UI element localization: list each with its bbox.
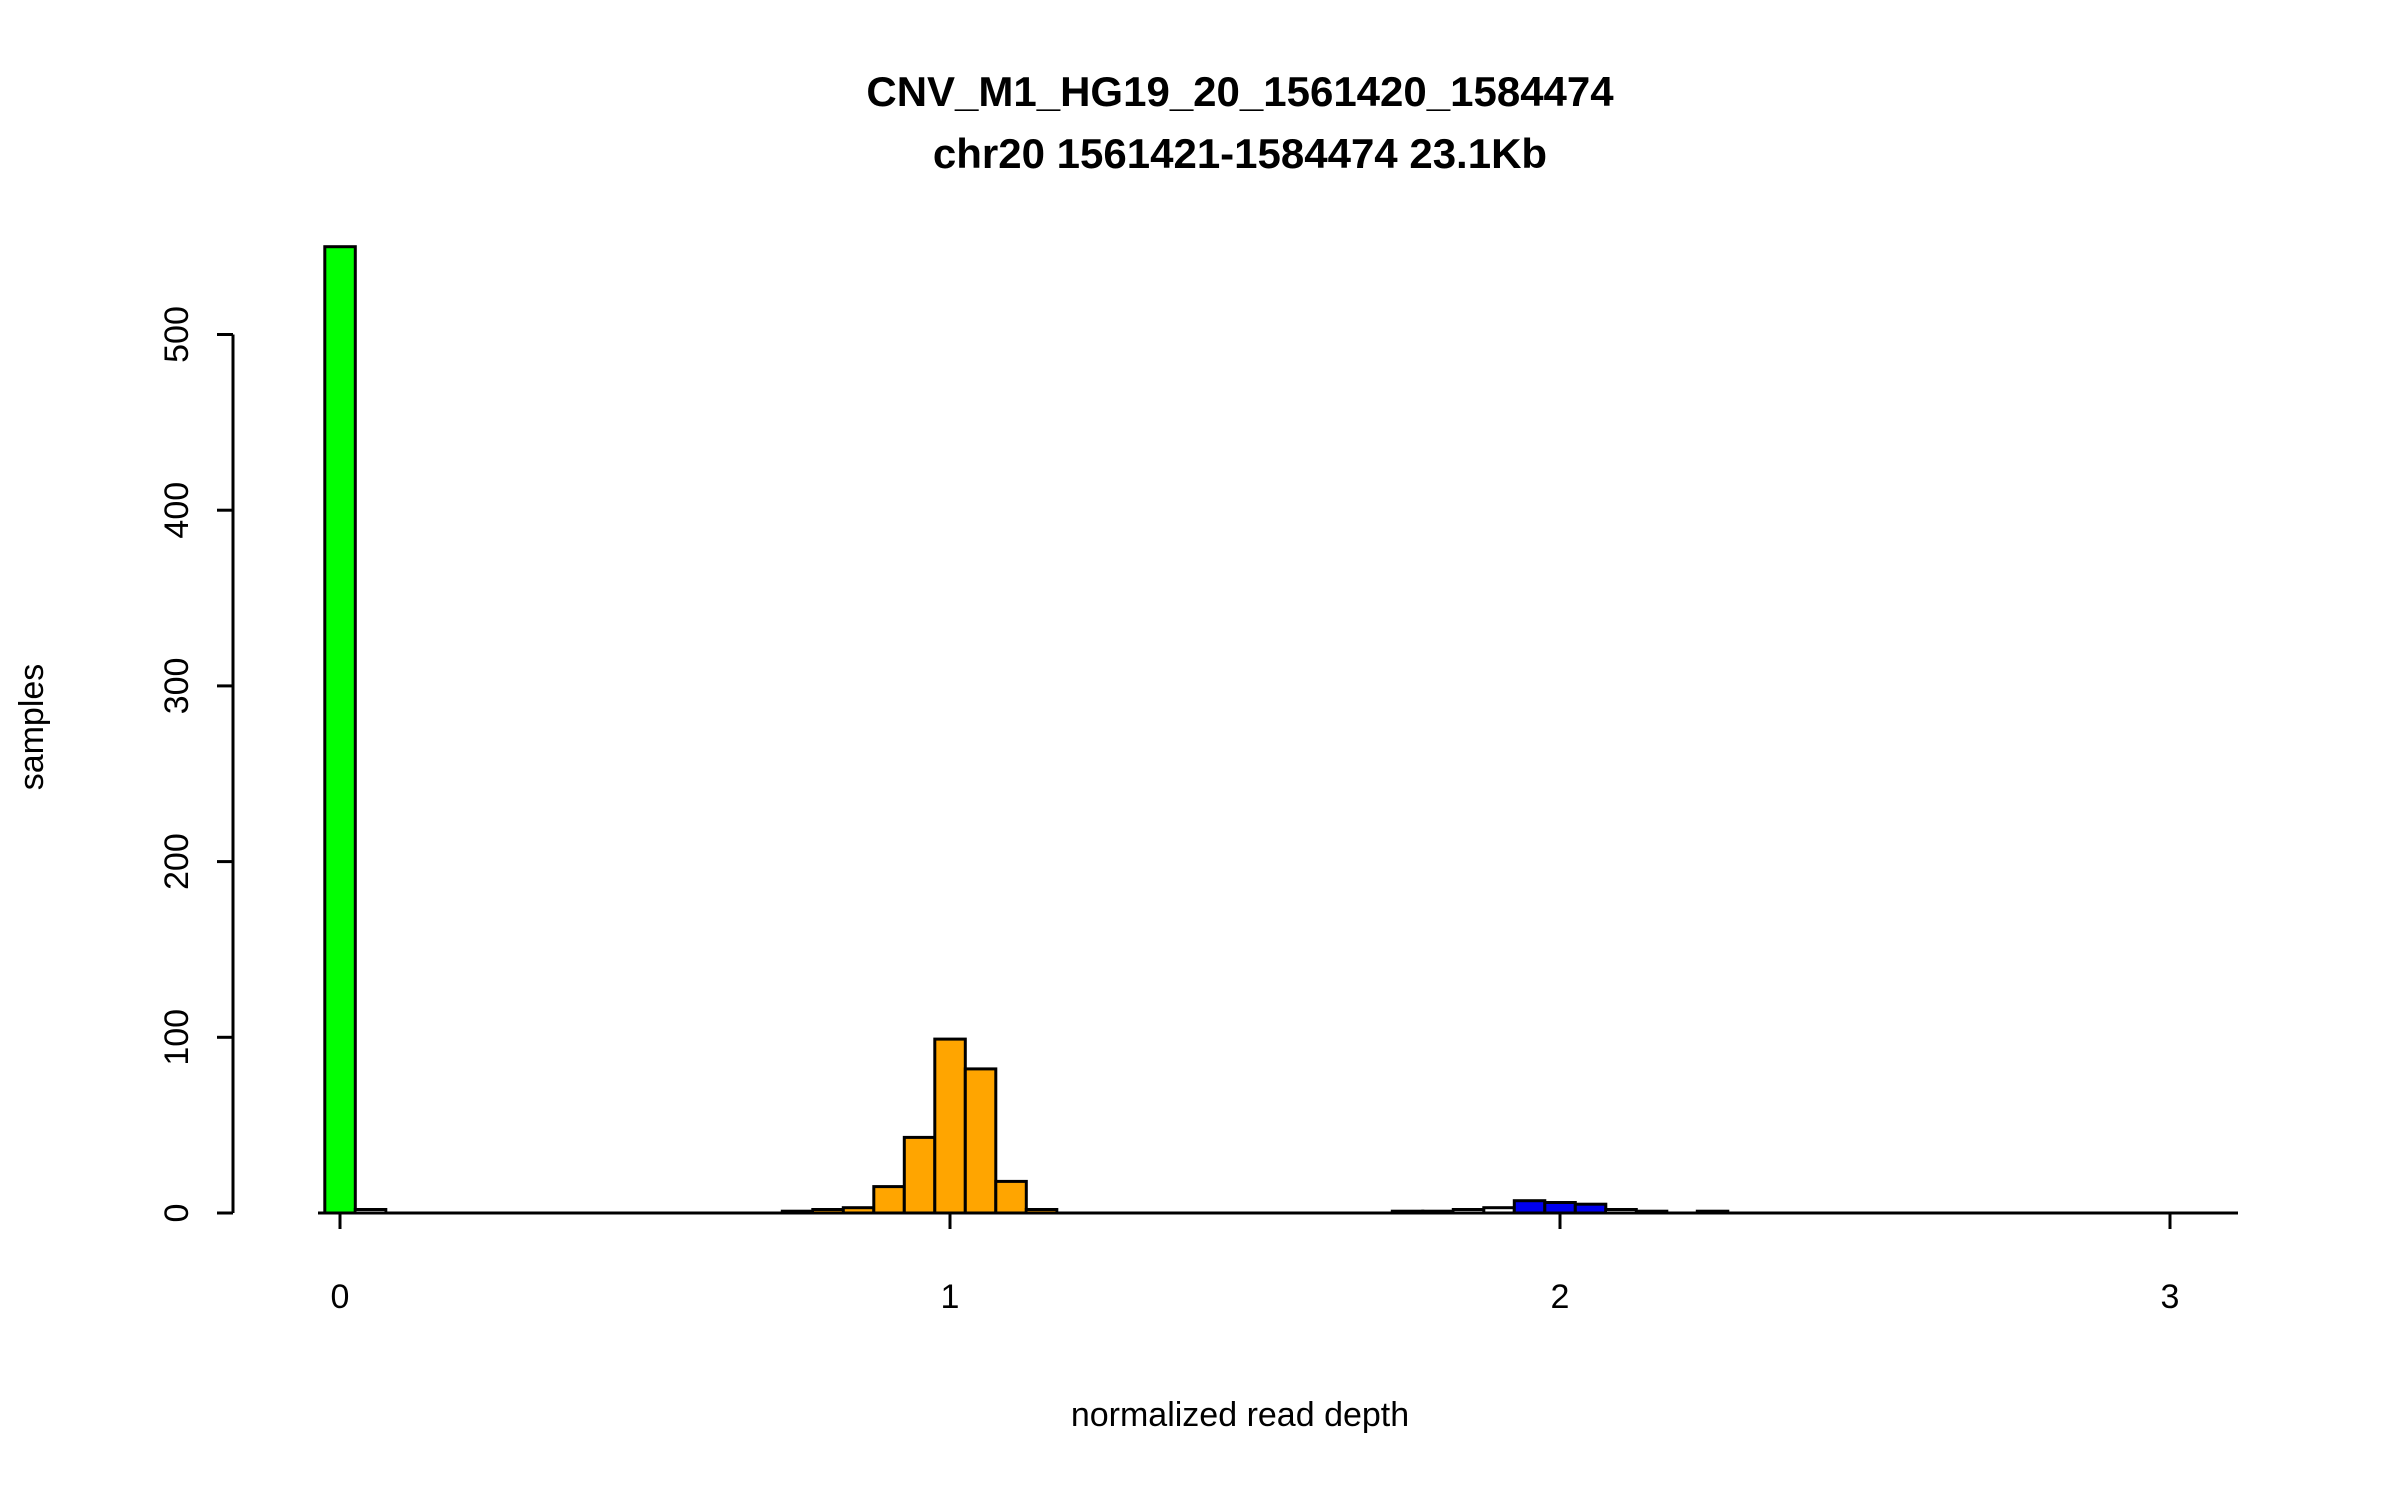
histogram-bar bbox=[933, 1037, 967, 1215]
histogram-bar bbox=[963, 1067, 998, 1215]
histogram-bar bbox=[994, 1179, 1028, 1215]
histogram-bars bbox=[323, 245, 1730, 1215]
chart-title: CNV_M1_HG19_20_1561420_1584474 bbox=[866, 68, 1614, 115]
axes bbox=[231, 334, 2238, 1215]
x-axis-ticks: 0 1 2 3 bbox=[331, 1213, 2180, 1316]
y-tick-label: 400 bbox=[158, 482, 196, 539]
histogram-bar bbox=[323, 245, 357, 1215]
y-axis-ticks: 0 100 200 300 400 500 bbox=[158, 306, 233, 1222]
histogram-bar bbox=[872, 1185, 906, 1215]
y-tick-label: 100 bbox=[158, 1009, 196, 1066]
histogram-bar bbox=[1512, 1199, 1547, 1215]
y-axis-label: samples bbox=[13, 664, 51, 791]
x-tick-label: 2 bbox=[1551, 1278, 1570, 1316]
histogram-bar bbox=[1543, 1201, 1577, 1215]
x-axis-label: normalized read depth bbox=[1071, 1396, 1409, 1434]
x-tick-label: 0 bbox=[331, 1278, 350, 1316]
y-tick-label: 500 bbox=[158, 306, 196, 363]
y-tick-label: 300 bbox=[158, 658, 196, 715]
y-tick-label: 0 bbox=[158, 1204, 196, 1223]
x-tick-label: 1 bbox=[941, 1278, 960, 1316]
y-tick-label: 200 bbox=[158, 833, 196, 890]
histogram-bar bbox=[902, 1135, 937, 1215]
chart-subtitle: chr20 1561421-1584474 23.1Kb bbox=[933, 130, 1547, 177]
x-tick-label: 3 bbox=[2161, 1278, 2180, 1316]
